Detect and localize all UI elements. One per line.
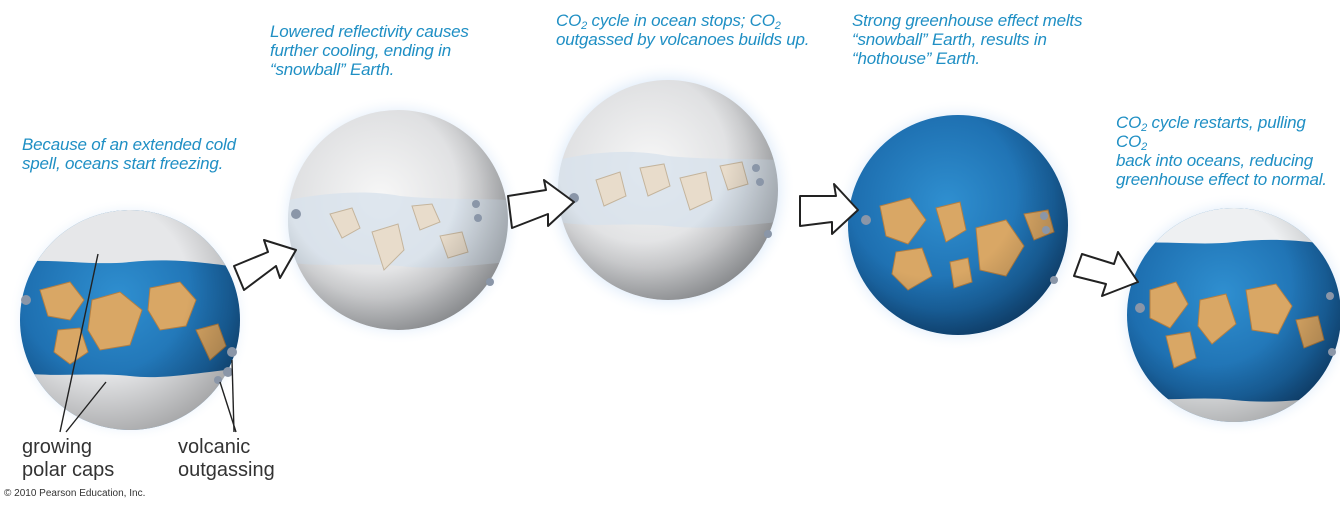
label-polar-caps: growing polar caps — [22, 436, 114, 482]
c4-line-2: “snowball” Earth, results in — [852, 30, 1047, 49]
label-polar-caps-line1: growing — [22, 436, 93, 458]
caption-1: Because of an extended cold spell, oceans… — [22, 135, 236, 173]
label-volcanic-line2: outgassing — [178, 459, 275, 481]
c5-line-3: greenhouse effect to normal. — [1116, 170, 1327, 189]
globe-hothouse — [832, 99, 1084, 351]
c2-line-3: “snowball” Earth. — [270, 60, 395, 79]
c2-line-2: further cooling, ending in — [270, 41, 451, 60]
globe-freezing — [8, 198, 252, 442]
c1-line-2: spell, oceans start freezing. — [22, 154, 224, 173]
caption-2: Lowered reflectivity causes further cooli… — [270, 22, 469, 79]
c2-line-1: Lowered reflectivity causes — [270, 22, 469, 41]
label-volcanic: volcanic outgassing — [178, 436, 275, 482]
globe-snowball-1 — [273, 95, 523, 345]
subscript: 2 — [1141, 122, 1148, 134]
arrow-1 — [233, 239, 297, 291]
c4-line-1: Strong greenhouse effect melts — [852, 11, 1083, 30]
c5-line-2: back into oceans, reducing — [1116, 151, 1314, 170]
arrow-2 — [507, 179, 575, 229]
c4-line-3: “hothouse” Earth. — [852, 49, 980, 68]
globe-normal — [1112, 193, 1340, 437]
copyright: © 2010 Pearson Education, Inc. — [4, 488, 146, 499]
c3-line-2: outgassed by volcanoes builds up. — [556, 30, 810, 49]
label-polar-caps-line2: polar caps — [22, 459, 115, 481]
globe-snowball-2 — [540, 62, 796, 318]
c1-line-1: Because of an extended cold — [22, 135, 236, 154]
arrow-4 — [1073, 251, 1139, 297]
c5-line-1: CO2 cycle restarts, pulling CO2 — [1116, 113, 1306, 153]
caption-4: Strong greenhouse effect melts “snowball”… — [852, 11, 1082, 68]
c3-line-1: CO2 cycle in ocean stops; CO2 — [556, 11, 781, 32]
subscript: 2 — [774, 20, 781, 32]
subscript: 2 — [1141, 141, 1148, 153]
subscript: 2 — [581, 20, 588, 32]
label-volcanic-line1: volcanic — [178, 436, 251, 458]
caption-5: CO2 cycle restarts, pulling CO2 back into… — [1116, 113, 1340, 189]
label-leaders — [59, 253, 237, 433]
arrow-3 — [799, 183, 859, 235]
caption-3: CO2 cycle in ocean stops; CO2 outgassed b… — [556, 11, 810, 49]
